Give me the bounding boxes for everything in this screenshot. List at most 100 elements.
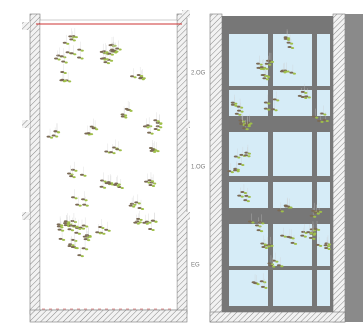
slab-mark xyxy=(182,212,190,220)
leaf xyxy=(123,114,128,117)
pane xyxy=(273,224,312,266)
leaf xyxy=(83,238,88,241)
leaf xyxy=(110,53,114,56)
leaf xyxy=(74,231,79,234)
leaf xyxy=(136,217,141,220)
leaf xyxy=(304,95,309,98)
leaf xyxy=(286,37,291,40)
leaf xyxy=(60,78,65,81)
leaf xyxy=(270,60,275,63)
plants xyxy=(46,28,163,258)
leaf xyxy=(79,173,84,176)
leaf xyxy=(145,124,150,127)
leaf xyxy=(315,243,320,246)
leaf xyxy=(80,57,84,60)
leaf xyxy=(263,101,268,104)
leaf xyxy=(268,264,273,267)
leaf xyxy=(154,220,158,223)
leaf xyxy=(236,105,241,108)
leaf xyxy=(68,80,72,83)
leaf xyxy=(307,96,311,99)
leaf xyxy=(72,176,76,179)
leaf xyxy=(265,78,269,81)
leaf xyxy=(243,199,248,202)
leaf xyxy=(289,206,293,209)
slab-mark xyxy=(182,10,190,18)
leaf xyxy=(311,209,316,212)
leaf xyxy=(120,113,125,116)
leaf xyxy=(267,262,272,265)
leaf xyxy=(262,77,267,80)
leaf xyxy=(152,150,157,153)
leaf xyxy=(147,131,152,134)
leaf xyxy=(327,243,332,246)
leaf xyxy=(241,120,246,123)
leaf xyxy=(99,185,104,188)
pane xyxy=(317,132,330,176)
leaf xyxy=(234,102,238,105)
leaf xyxy=(71,244,75,247)
leaf xyxy=(61,60,66,63)
leaf xyxy=(256,229,261,232)
leaf xyxy=(142,221,147,224)
leaf xyxy=(256,62,261,65)
leaf xyxy=(311,115,316,118)
leaf xyxy=(238,113,242,116)
leaf xyxy=(73,53,77,56)
right-elevation xyxy=(209,13,363,323)
leaf xyxy=(60,70,65,73)
leaf xyxy=(108,44,113,47)
leaf xyxy=(237,156,241,159)
leaf xyxy=(247,195,251,198)
leaf xyxy=(103,61,108,64)
leaf xyxy=(245,128,249,131)
leaf xyxy=(259,67,264,70)
leaf xyxy=(74,36,78,39)
leaf xyxy=(70,196,75,199)
leaf xyxy=(239,153,244,156)
leaf xyxy=(83,174,87,177)
leaf xyxy=(63,79,67,82)
leaf xyxy=(315,116,319,119)
leaf xyxy=(230,103,235,106)
leaf xyxy=(63,71,67,74)
leaf xyxy=(130,75,135,78)
leaf xyxy=(276,99,280,102)
leaf xyxy=(233,155,238,158)
pane xyxy=(317,270,330,306)
leaf xyxy=(114,182,119,185)
leaf xyxy=(67,244,72,247)
leaf xyxy=(319,244,323,247)
leaf xyxy=(251,221,255,224)
pane xyxy=(317,224,330,266)
leaf xyxy=(306,231,311,234)
leaf xyxy=(115,148,120,151)
leaf xyxy=(227,170,232,173)
leaf xyxy=(54,57,59,60)
leaf xyxy=(151,228,155,231)
leaf xyxy=(324,246,329,249)
leaf xyxy=(157,128,161,131)
leaf xyxy=(133,76,137,79)
leaf xyxy=(136,222,140,225)
leaf xyxy=(59,55,64,58)
leaf xyxy=(109,151,114,154)
leaf xyxy=(309,232,313,235)
leaf xyxy=(69,38,74,41)
leaf xyxy=(134,201,139,204)
leaf xyxy=(70,173,74,176)
leaf xyxy=(237,163,242,166)
leaf xyxy=(126,108,131,111)
leaf xyxy=(313,227,318,230)
leaf xyxy=(144,220,149,223)
leaf xyxy=(293,242,298,245)
leaf xyxy=(263,281,267,284)
floor xyxy=(209,311,346,323)
leaf xyxy=(102,232,106,235)
leaf xyxy=(138,221,142,224)
leaf xyxy=(63,220,68,223)
leaf xyxy=(140,75,144,78)
leaf xyxy=(156,120,160,123)
leaf xyxy=(144,180,149,183)
leaf xyxy=(247,155,251,158)
